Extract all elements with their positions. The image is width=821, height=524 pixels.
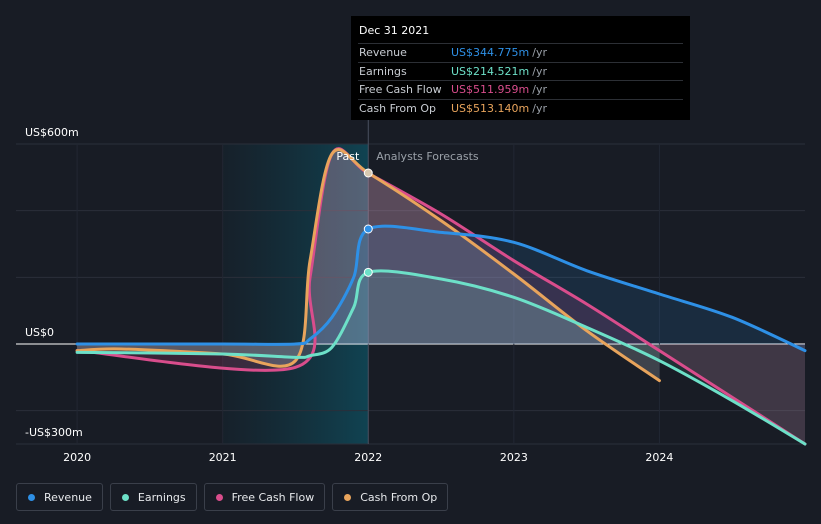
marker-earnings [363, 267, 373, 277]
tooltip-unit: /yr [532, 46, 547, 60]
y-axis-label-top: US$600m [25, 126, 79, 139]
legend-label-earnings: Earnings [137, 490, 186, 504]
tooltip-label-earnings: Earnings [359, 64, 407, 78]
chart-area: US$600m US$0 -US$300m 2020 2021 2022 2023 2024 P… [16, 16, 807, 464]
legend-dot-icon [121, 493, 129, 501]
y-axis-label-zero: US$0 [25, 326, 54, 339]
legend-label-free-cash-flow: Free Cash Flow [231, 490, 315, 504]
tooltip-unit: /yr [532, 64, 547, 78]
x-tick-label: 2024 [645, 451, 673, 464]
legend-label-revenue: Revenue [44, 490, 92, 504]
legend-label-cash-from-op: Cash From Op [360, 490, 438, 504]
tooltip-unit: /yr [532, 83, 547, 97]
x-tick-label: 2023 [500, 451, 528, 464]
forecast-label: Analysts Forecasts [376, 150, 479, 163]
legend: Revenue Earnings Free Cash Flow Cash Fro… [16, 483, 449, 511]
series-area-earnings [77, 270, 806, 444]
tooltip-row-revenue: Revenue US$344.775m /yr [358, 43, 683, 62]
tooltip-row-free-cash-flow: Free Cash Flow US$511.959m /yr [358, 80, 683, 99]
past-label: Past [336, 150, 360, 163]
x-tick-label: 2022 [354, 451, 382, 464]
legend-dot-icon [28, 493, 35, 501]
legend-dot-icon [344, 493, 352, 501]
tooltip-label-cash-from-op: Cash From Op [359, 101, 437, 115]
tooltip-value-free-cash-flow: US$511.959m [451, 83, 530, 97]
series-area-cash-from-op [77, 149, 660, 381]
tooltip-value-cash-from-op: US$513.140m [451, 101, 530, 115]
tooltip: Dec 31 2021 Revenue US$344.775m /yr Earn… [351, 16, 690, 120]
x-tick-label: 2021 [209, 451, 237, 464]
tooltip-value-earnings: US$214.521m [451, 64, 530, 78]
tooltip-row-cash-from-op: Cash From Op US$513.140m /yr [358, 98, 683, 118]
y-axis-label-bottom: -US$300m [25, 426, 83, 439]
marker-revenue [363, 224, 373, 234]
series-area-revenue [77, 226, 806, 351]
legend-item-earnings[interactable]: Earnings [109, 483, 197, 511]
marker-cash-from-op [363, 168, 373, 178]
legend-item-free-cash-flow[interactable]: Free Cash Flow [203, 483, 326, 511]
tooltip-value-revenue: US$344.775m [451, 46, 530, 60]
x-tick-label: 2020 [63, 451, 91, 464]
tooltip-row-earnings: Earnings US$214.521m /yr [358, 61, 683, 81]
tooltip-unit: /yr [532, 101, 547, 115]
legend-item-revenue[interactable]: Revenue [16, 483, 103, 511]
past-highlight [222, 144, 369, 444]
tooltip-date: Dec 31 2021 [359, 24, 430, 37]
tooltip-label-free-cash-flow: Free Cash Flow [359, 83, 442, 97]
legend-item-cash-from-op[interactable]: Cash From Op [332, 483, 449, 511]
tooltip-label-revenue: Revenue [359, 46, 407, 60]
legend-dot-icon [215, 493, 223, 501]
